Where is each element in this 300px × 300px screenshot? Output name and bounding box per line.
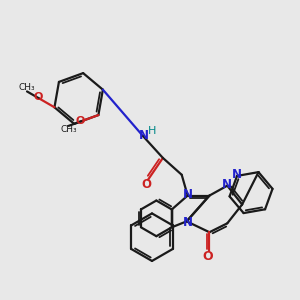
Text: H: H <box>148 126 156 136</box>
Text: O: O <box>202 250 213 263</box>
Text: O: O <box>33 92 43 102</box>
Text: N: N <box>183 188 193 201</box>
Text: N: N <box>139 129 149 142</box>
Text: N: N <box>232 168 242 182</box>
Text: O: O <box>141 178 151 191</box>
Text: O: O <box>76 116 85 126</box>
Text: CH₃: CH₃ <box>60 125 77 134</box>
Text: CH₃: CH₃ <box>19 83 35 92</box>
Text: N: N <box>222 178 232 191</box>
Text: N: N <box>183 216 193 229</box>
